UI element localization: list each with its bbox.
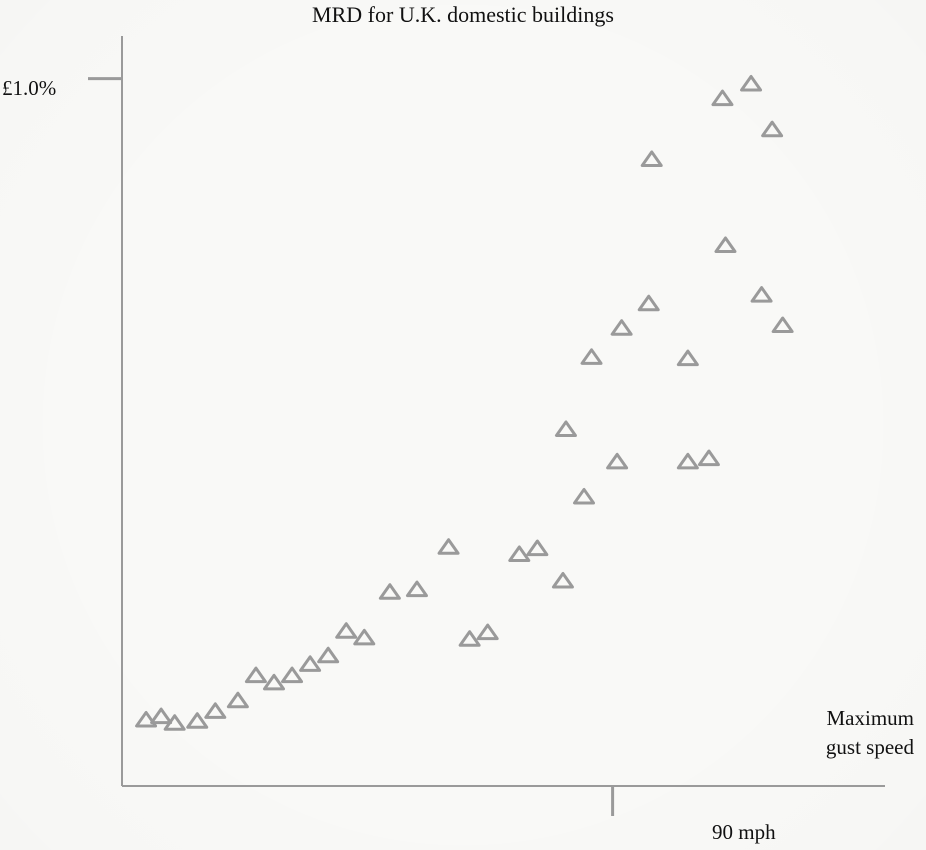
data-point	[150, 707, 173, 725]
data-point	[640, 150, 663, 167]
data-point	[281, 666, 304, 684]
data-point	[163, 714, 186, 731]
data-point	[740, 75, 763, 92]
data-point	[135, 710, 158, 728]
data-point	[204, 702, 227, 719]
data-point	[378, 583, 401, 600]
data-point	[676, 452, 699, 470]
x-tick-label: 90 mph	[712, 820, 776, 844]
data-point	[750, 286, 773, 303]
data-point	[226, 691, 249, 709]
data-point	[353, 628, 376, 646]
data-point	[637, 294, 660, 312]
chart-title: MRD for U.K. domestic buildings	[312, 2, 614, 27]
data-point	[580, 348, 603, 365]
data-point	[771, 316, 794, 334]
y-tick-label: £1.0%	[2, 76, 57, 100]
data-point	[676, 349, 699, 367]
x-axis-label-line-2: gust speed	[825, 735, 914, 759]
data-point	[405, 580, 428, 598]
data-point	[437, 538, 460, 555]
data-point	[714, 236, 737, 253]
data-point	[606, 452, 629, 470]
axes	[88, 36, 885, 816]
data-point	[508, 545, 531, 563]
data-point	[551, 571, 574, 589]
x-axis-label-line-1: Maximum	[826, 706, 915, 730]
data-point	[526, 539, 549, 557]
data-point	[458, 630, 481, 647]
data-point	[317, 646, 340, 664]
data-point	[573, 487, 596, 505]
data-point	[761, 120, 784, 138]
data-point	[554, 420, 577, 437]
data-point	[335, 622, 358, 639]
data-point	[244, 666, 267, 684]
data-point	[610, 319, 633, 336]
x-axis-label: Maximum gust speed	[826, 704, 914, 762]
data-point	[697, 449, 720, 467]
data-point	[476, 623, 499, 641]
data-point	[262, 673, 285, 691]
data-points	[135, 75, 794, 731]
data-point	[186, 712, 209, 729]
data-point	[299, 655, 322, 672]
data-point	[711, 89, 734, 107]
